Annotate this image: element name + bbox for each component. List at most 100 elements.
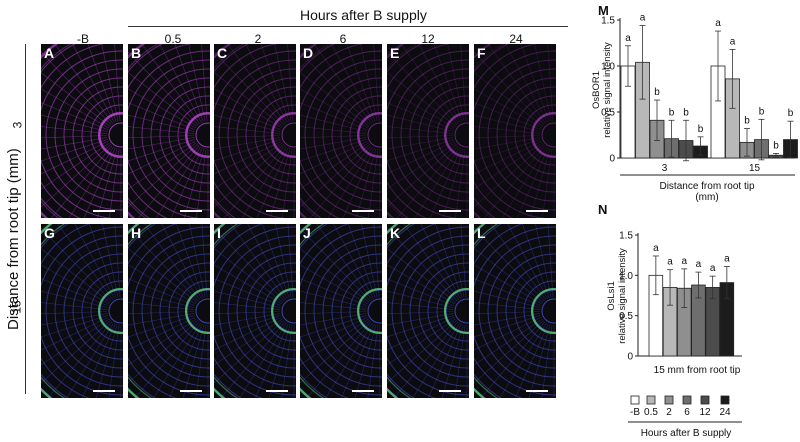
y-tick-label: 0.5	[619, 311, 633, 322]
legend-swatch	[646, 395, 656, 405]
root-cross-section	[41, 44, 123, 218]
y-axis-label: relative signal intensity	[602, 42, 613, 138]
scale-bar	[439, 210, 461, 212]
micrograph-panel: D	[300, 44, 382, 218]
significance-letter: a	[724, 253, 730, 264]
root-cross-section	[128, 224, 210, 398]
scale-bar	[266, 210, 288, 212]
micrograph-panel: F	[474, 44, 556, 218]
panel-label-n: N	[598, 202, 608, 217]
col-label: -B	[77, 32, 89, 46]
significance-letter: b	[654, 87, 660, 98]
panel-letter: H	[131, 225, 142, 241]
panel-letter: E	[390, 45, 400, 61]
group-label: 3	[662, 163, 668, 174]
legend-label: 6	[684, 407, 690, 418]
y-tick-label: 0	[609, 154, 615, 165]
scale-bar	[352, 390, 374, 392]
x-axis-label: Distance from root tip	[659, 181, 754, 192]
legend-title: Hours after B supply	[641, 428, 732, 439]
significance-letter: a	[653, 243, 659, 254]
root-cross-section	[41, 224, 123, 398]
significance-letter: a	[696, 259, 702, 270]
panel-letter: J	[303, 225, 311, 241]
significance-letter: a	[681, 256, 687, 267]
micrograph-panel: J	[300, 224, 382, 398]
scale-bar	[352, 210, 374, 212]
scale-bar	[266, 390, 288, 392]
y-tick-label: 0.5	[601, 108, 615, 119]
root-cross-section	[214, 44, 296, 218]
group-label: 15	[749, 163, 761, 174]
y-tick-label: 1.0	[601, 62, 615, 73]
micrograph-panel: C	[214, 44, 296, 218]
significance-letter: a	[640, 13, 646, 24]
scale-bar	[180, 390, 202, 392]
col-label: 0.5	[164, 32, 182, 46]
header-rule	[128, 26, 568, 27]
micrograph-panel: G	[41, 224, 123, 398]
scale-bar	[439, 390, 461, 392]
significance-letter: a	[730, 36, 736, 47]
panel-letter: G	[44, 225, 55, 241]
y-tick-label: 1.5	[601, 16, 615, 27]
legend-label: -B	[630, 407, 640, 418]
micrograph-panel: H	[128, 224, 210, 398]
legend-label: 2	[666, 407, 672, 418]
legend-swatch	[664, 395, 674, 405]
legend-swatch	[682, 395, 692, 405]
root-cross-section	[300, 44, 382, 218]
significance-letter: a	[625, 33, 631, 44]
panel-letter: D	[303, 45, 314, 61]
significance-letter: b	[773, 140, 779, 151]
legend-label: 24	[719, 407, 731, 418]
col-label: 24	[509, 32, 523, 46]
y-tick-label: 0	[627, 352, 633, 363]
root-cross-section	[300, 224, 382, 398]
significance-letter: b	[744, 116, 750, 127]
significance-letter: a	[667, 257, 673, 268]
micrograph-panel: I	[214, 224, 296, 398]
root-cross-section	[387, 44, 469, 218]
legend-swatch	[630, 395, 640, 405]
x-axis-label: 15 mm from root tip	[654, 365, 741, 376]
scale-bar	[180, 210, 202, 212]
y-axis-label: relative signal intensity	[617, 248, 628, 344]
row-label-15mm: 15	[9, 300, 24, 314]
significance-letter: a	[710, 263, 716, 274]
scale-bar	[93, 210, 115, 212]
significance-letter: b	[669, 107, 675, 118]
y-axis-label: OsBOR1	[591, 71, 602, 109]
legend-swatch	[720, 395, 730, 405]
legend-label: 12	[699, 407, 711, 418]
significance-letter: b	[788, 108, 794, 119]
legend-label: 0.5	[644, 407, 658, 418]
micrograph-panel: K	[387, 224, 469, 398]
root-cross-section	[128, 44, 210, 218]
scale-bar	[93, 390, 115, 392]
col-label: 12	[421, 32, 435, 46]
panel-label-m: M	[598, 3, 609, 18]
significance-letter: a	[715, 18, 721, 29]
root-cross-section	[214, 224, 296, 398]
root-cross-section	[387, 224, 469, 398]
panel-letter: L	[477, 225, 486, 241]
root-cross-section	[474, 224, 556, 398]
micrograph-panel: B	[128, 44, 210, 218]
y-tick-label: 1.0	[619, 271, 633, 282]
significance-letter: b	[759, 106, 765, 117]
y-axis-label: OsLsi1	[606, 281, 617, 311]
col-label: 2	[254, 32, 262, 46]
row-label-3mm: 3	[10, 121, 25, 129]
root-cross-section	[474, 44, 556, 218]
panel-letter: C	[217, 45, 228, 61]
scale-bar	[526, 210, 548, 212]
micrograph-panel: E	[387, 44, 469, 218]
col-label: 6	[339, 32, 347, 46]
panel-letter: F	[477, 45, 486, 61]
significance-letter: b	[683, 107, 689, 118]
panel-letter: A	[44, 45, 55, 61]
panel-letter: I	[217, 225, 221, 241]
